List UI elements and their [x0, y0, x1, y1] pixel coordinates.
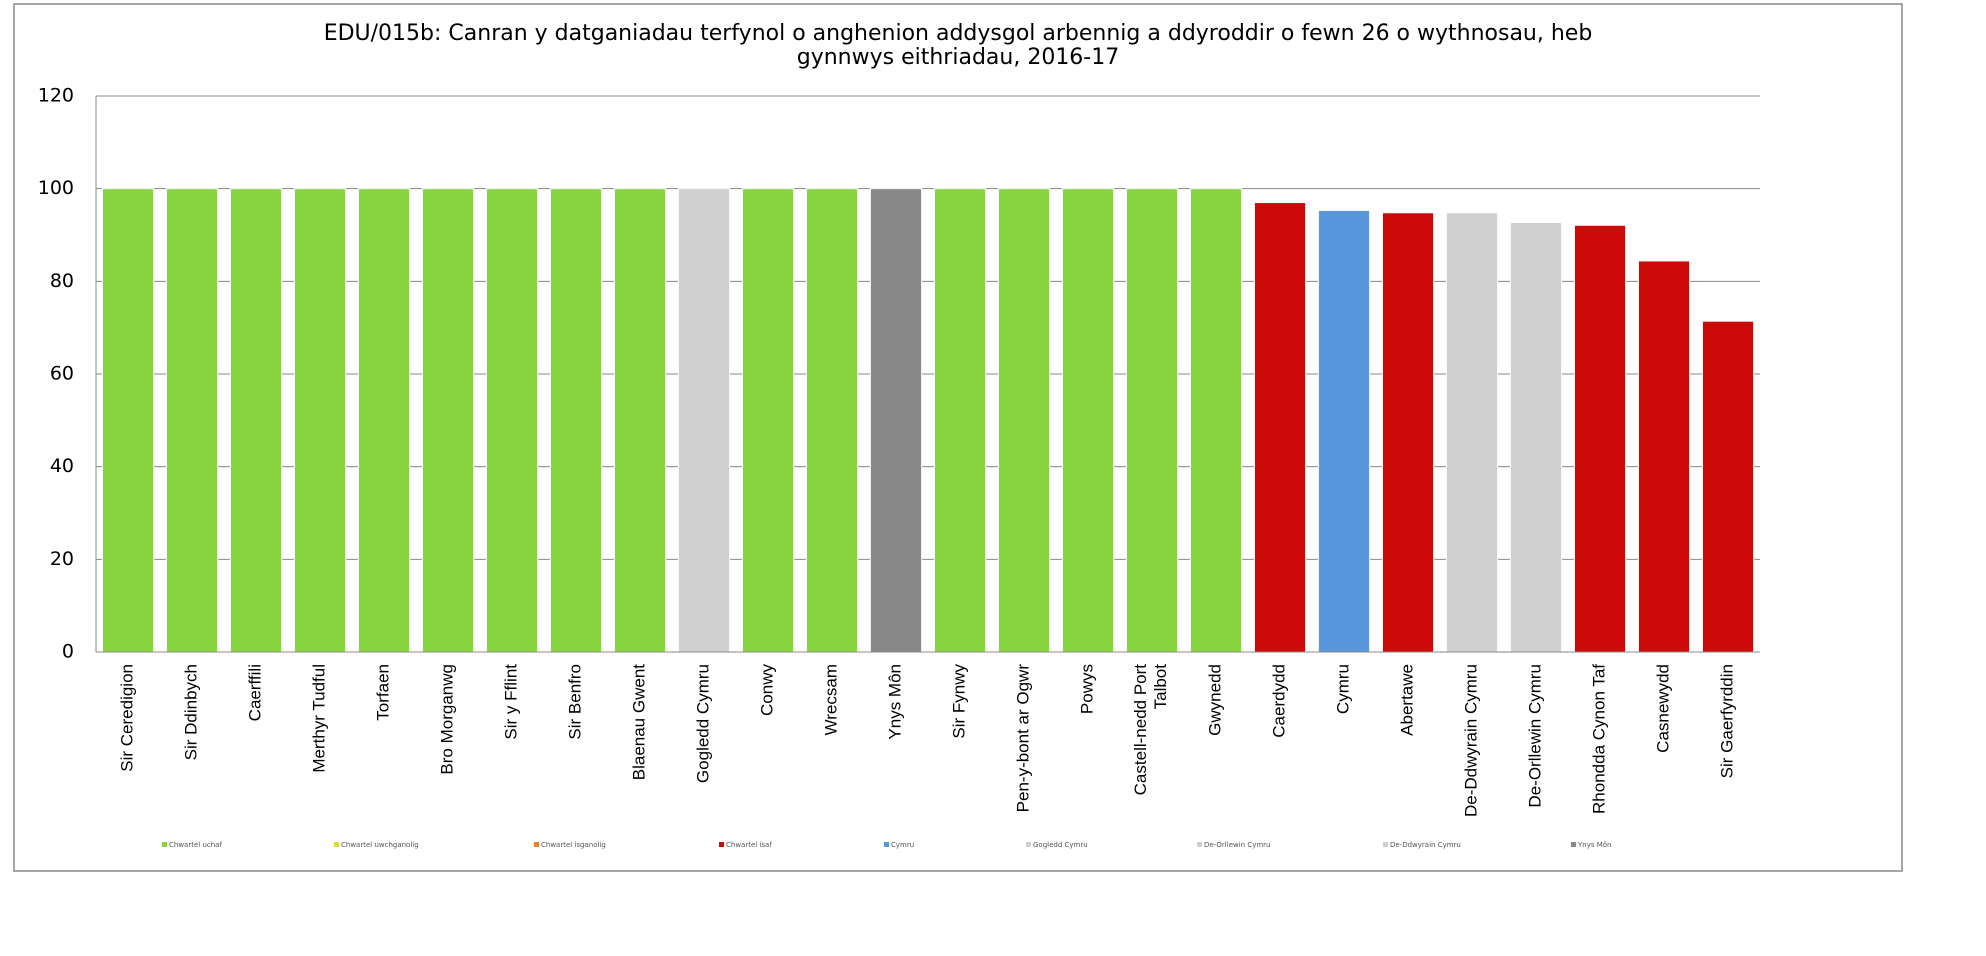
x-tick-label: Blaenau Gwent [629, 664, 648, 781]
y-tick-label: 100 [38, 177, 74, 199]
bar [1445, 212, 1499, 653]
bar [229, 188, 283, 653]
x-tick-label: Ynys Môn [885, 664, 904, 740]
y-tick-label: 40 [50, 455, 74, 477]
x-tick-label: Sir Ddinbych [181, 664, 200, 760]
legend-swatch [534, 842, 539, 847]
bar [1253, 202, 1307, 653]
legend-swatch [884, 842, 889, 847]
bar [1509, 221, 1563, 653]
legend-swatch [1197, 842, 1202, 847]
x-tick-label: Gwynedd [1205, 664, 1224, 736]
x-tick-label: Pen-y-bont ar Ogwr [1013, 664, 1032, 813]
bar [421, 188, 475, 653]
bar [613, 188, 667, 653]
legend-label: Chwartel uwchganolig [341, 841, 419, 849]
legend-swatch [1026, 842, 1031, 847]
x-tick-label: Caerffili [245, 664, 264, 721]
legend-swatch [162, 842, 167, 847]
x-tick-label: Sir y Fflint [501, 664, 520, 740]
y-tick-label: 120 [38, 85, 74, 107]
bar [485, 188, 539, 653]
x-tick-label: Sir Benfro [565, 664, 584, 740]
bar [357, 188, 411, 653]
bar [741, 188, 795, 653]
bar [869, 188, 923, 653]
bar [997, 188, 1051, 653]
x-tick-label: Wrecsam [821, 664, 840, 735]
bar [1125, 188, 1179, 653]
bar [549, 188, 603, 653]
legend-label: Chwartel isaf [726, 841, 772, 849]
y-tick-label: 60 [50, 363, 74, 385]
y-tick-label: 80 [50, 270, 74, 292]
x-tick-label: Powys [1077, 664, 1096, 714]
bar [1061, 188, 1115, 653]
legend-swatch [1571, 842, 1576, 847]
x-tick-label: De-Ddwyrain Cymru [1461, 664, 1480, 817]
x-tick-label: Abertawe [1397, 664, 1416, 736]
bar [1381, 212, 1435, 653]
legend-label: Chwartel uchaf [169, 841, 222, 849]
x-tick-label: Sir Ceredigion [117, 664, 136, 772]
x-tick-label: Gogledd Cymru [693, 664, 712, 783]
x-tick-label: De-Orllewin Cymru [1525, 664, 1544, 808]
bar [805, 188, 859, 653]
bar [1637, 260, 1691, 653]
x-tick-label: Caerdydd [1269, 664, 1288, 738]
bar [1189, 188, 1243, 653]
x-tick-label: Cymru [1333, 664, 1352, 714]
x-tick-label: Sir Gaerfyrddin [1717, 664, 1736, 778]
legend-label: De-Orllewin Cymru [1204, 841, 1271, 849]
chart-title: EDU/015b: Canran y datganiadau terfynol … [324, 21, 1593, 46]
bar [101, 188, 155, 653]
legend-label: De-Ddwyrain Cymru [1390, 841, 1461, 849]
x-tick-label: Sir Fynwy [949, 664, 968, 739]
legend-swatch [1383, 842, 1388, 847]
bar [1701, 320, 1755, 653]
chart-title: gynnwys eithriadau, 2016-17 [797, 45, 1120, 70]
legend-swatch [719, 842, 724, 847]
bar [293, 188, 347, 653]
x-tick-label: Castell-nedd PortTalbot [1131, 664, 1170, 796]
bar [165, 188, 219, 653]
bar [933, 188, 987, 653]
legend-swatch [334, 842, 339, 847]
legend-label: Cymru [891, 841, 914, 849]
x-tick-label: Conwy [757, 664, 776, 716]
bar [1317, 209, 1371, 653]
legend-label: Gogledd Cymru [1033, 841, 1088, 849]
legend-label: Ynys Môn [1577, 841, 1612, 849]
x-tick-label: Bro Morganwg [437, 664, 456, 775]
bar [1573, 224, 1627, 653]
x-tick-label: Merthyr Tudful [309, 664, 328, 773]
y-tick-label: 0 [62, 641, 74, 663]
bar [677, 188, 731, 653]
x-tick-label: Torfaen [373, 664, 392, 721]
y-tick-label: 20 [50, 548, 74, 570]
x-tick-label: Rhondda Cynon Taf [1589, 664, 1608, 814]
x-tick-label: Casnewydd [1653, 664, 1672, 753]
legend-label: Chwartel isganolig [541, 841, 606, 849]
